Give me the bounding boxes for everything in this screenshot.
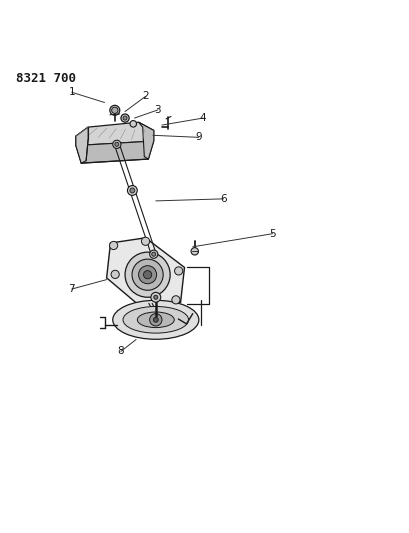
- Circle shape: [123, 116, 127, 120]
- Circle shape: [143, 271, 151, 279]
- Circle shape: [127, 185, 137, 196]
- Circle shape: [111, 107, 118, 114]
- Polygon shape: [106, 238, 184, 308]
- Text: 1: 1: [68, 87, 75, 97]
- Text: 8: 8: [117, 346, 124, 357]
- Circle shape: [111, 270, 119, 278]
- Circle shape: [125, 252, 170, 297]
- Circle shape: [191, 248, 198, 255]
- Polygon shape: [138, 122, 153, 159]
- Circle shape: [153, 295, 157, 300]
- Ellipse shape: [123, 306, 188, 333]
- Circle shape: [149, 313, 162, 326]
- Text: 4: 4: [199, 113, 206, 123]
- Circle shape: [151, 292, 160, 302]
- Circle shape: [109, 241, 117, 249]
- Text: 7: 7: [68, 284, 75, 294]
- Circle shape: [174, 267, 182, 275]
- Circle shape: [141, 237, 149, 245]
- Circle shape: [112, 140, 121, 148]
- Text: 9: 9: [195, 132, 202, 142]
- Polygon shape: [76, 141, 153, 163]
- Polygon shape: [76, 122, 153, 146]
- Circle shape: [151, 252, 155, 256]
- Text: 2: 2: [142, 91, 148, 101]
- Circle shape: [130, 188, 135, 193]
- Circle shape: [110, 106, 119, 115]
- Circle shape: [115, 142, 119, 147]
- Text: 8321 700: 8321 700: [16, 72, 76, 85]
- Circle shape: [171, 296, 180, 304]
- Circle shape: [130, 120, 136, 127]
- Circle shape: [153, 317, 158, 322]
- Circle shape: [138, 265, 156, 284]
- Ellipse shape: [112, 300, 198, 340]
- Text: 5: 5: [269, 229, 275, 239]
- Polygon shape: [76, 127, 88, 163]
- Text: 6: 6: [220, 194, 226, 204]
- Circle shape: [121, 114, 129, 122]
- Ellipse shape: [137, 312, 174, 328]
- Circle shape: [149, 250, 157, 259]
- Circle shape: [132, 259, 163, 290]
- Text: 3: 3: [154, 105, 161, 115]
